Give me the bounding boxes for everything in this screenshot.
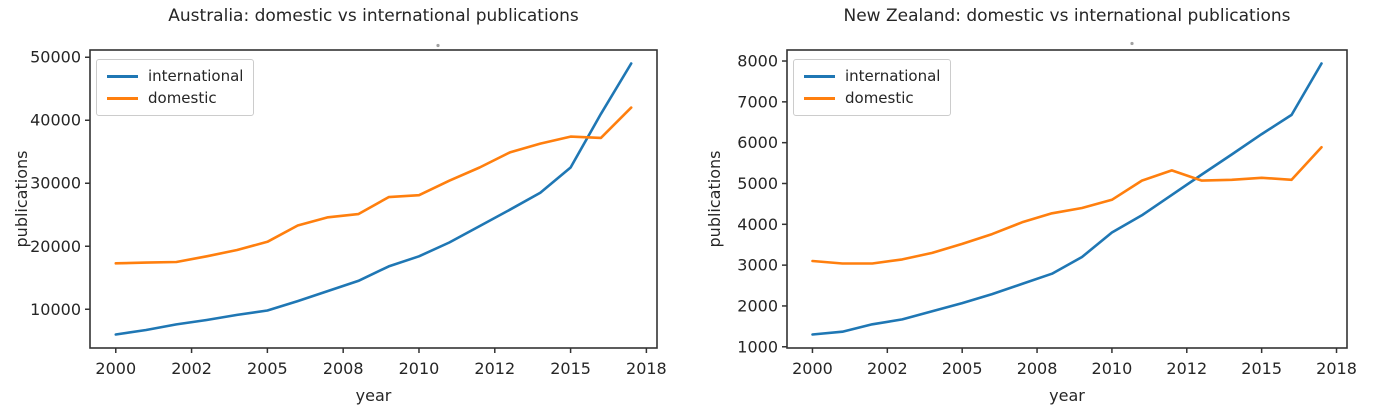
legend-new-zealand: international domestic xyxy=(793,59,951,116)
legend-entry-international: international xyxy=(107,65,243,87)
x-tick-label: 2018 xyxy=(1316,359,1357,378)
legend-line-sample-domestic xyxy=(804,96,835,100)
x-tick-label: 2008 xyxy=(1017,359,1058,378)
x-tick-label: 2012 xyxy=(474,359,515,378)
series-line-domestic xyxy=(811,145,1323,265)
artifact-dot xyxy=(1130,41,1134,46)
legend-label-domestic: domestic xyxy=(845,89,914,107)
legend-entry-domestic: domestic xyxy=(107,87,243,109)
legend-entry-international: international xyxy=(804,65,940,87)
x-tick-label: 2018 xyxy=(626,359,667,378)
x-tick-label: 2002 xyxy=(171,359,212,378)
x-axis-label-new-zealand: year xyxy=(1049,386,1085,405)
y-tick-label: 4000 xyxy=(737,215,778,234)
legend-australia: international domestic xyxy=(96,59,254,116)
chart-title-australia: Australia: domestic vs international pub… xyxy=(168,6,579,26)
plot-border xyxy=(786,49,1348,349)
y-tick-label: 3000 xyxy=(737,256,778,275)
x-tick-label: 2000 xyxy=(95,359,136,378)
legend-line-sample-international xyxy=(107,74,138,78)
series-line-international xyxy=(811,62,1323,336)
x-tick-label: 2008 xyxy=(323,359,364,378)
y-axis-label-new-zealand: publications xyxy=(705,150,724,248)
y-tick-label: 40000 xyxy=(30,111,81,130)
x-tick-label: 2015 xyxy=(1241,359,1282,378)
y-tick-label: 1000 xyxy=(737,337,778,356)
series-line-international xyxy=(114,62,633,336)
legend-line-sample-international xyxy=(804,74,835,78)
legend-line-sample-domestic xyxy=(107,96,138,100)
legend-entry-domestic: domestic xyxy=(804,87,940,109)
legend-label-international: international xyxy=(845,67,941,85)
x-axis-label-australia: year xyxy=(355,386,392,405)
x-tick-label: 2010 xyxy=(1092,359,1133,378)
x-tick-label: 2000 xyxy=(792,359,833,378)
y-tick-label: 8000 xyxy=(737,52,778,71)
y-tick-label: 20000 xyxy=(30,237,81,256)
x-tick-label: 2005 xyxy=(247,359,288,378)
chart-title-new-zealand: New Zealand: domestic vs international p… xyxy=(843,6,1291,26)
y-tick-label: 5000 xyxy=(737,174,778,193)
y-tick-label: 50000 xyxy=(30,48,81,67)
y-axis-label-australia: publications xyxy=(12,150,31,248)
legend-label-domestic: domestic xyxy=(148,89,217,107)
series-line-domestic xyxy=(114,106,633,265)
y-tick-label: 2000 xyxy=(737,296,778,315)
y-tick-label: 7000 xyxy=(737,92,778,111)
y-tick-label: 10000 xyxy=(30,300,81,319)
y-tick-label: 30000 xyxy=(30,174,81,193)
x-tick-label: 2005 xyxy=(942,359,983,378)
x-tick-label: 2010 xyxy=(399,359,440,378)
x-tick-label: 2015 xyxy=(550,359,591,378)
y-tick-label: 6000 xyxy=(737,133,778,152)
plot-border xyxy=(89,49,658,349)
x-tick-label: 2002 xyxy=(867,359,908,378)
legend-label-international: international xyxy=(148,67,244,85)
x-tick-label: 2012 xyxy=(1166,359,1207,378)
artifact-dot xyxy=(436,43,440,48)
